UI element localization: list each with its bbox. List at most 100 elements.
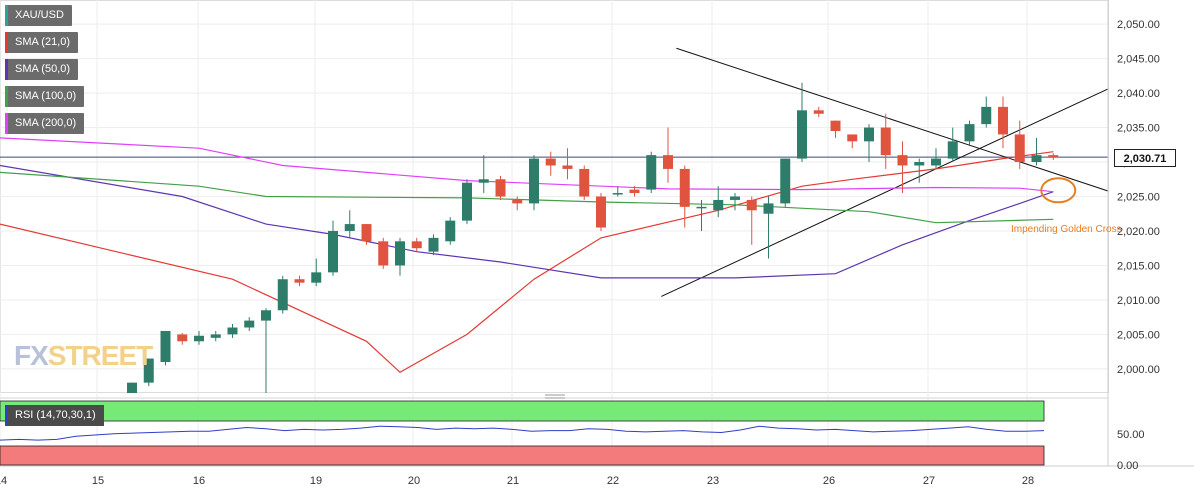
candle-body [596,196,606,228]
legend-sma50[interactable]: SMA (50,0) [5,59,79,80]
candle [596,193,606,231]
candle [981,96,992,128]
candle-body [696,206,707,209]
candle-body [713,199,724,211]
candle-body [311,272,322,283]
candle [612,186,623,197]
candle [143,358,154,387]
legend-swatch [5,32,8,53]
y-tick-label: 2,050.00 [1117,19,1160,31]
candle-body [847,134,858,142]
rsi-panel [0,400,1045,466]
candle-body [462,182,472,221]
candle [897,141,908,194]
candle-body [880,127,891,156]
candle [813,106,824,118]
y-tick-label: 2,015.00 [1117,260,1160,272]
descending-trendline [676,47,1109,192]
watermark-fx: FX [14,340,49,371]
candle-body [629,189,640,194]
candle-body [445,220,456,242]
x-tick-label: 19 [310,475,322,487]
candle [1014,120,1025,169]
rsi-label: RSI (14,70,30,1) [15,409,96,421]
candle [512,196,523,211]
candle-body [495,179,506,197]
x-tick-label: 26 [823,475,835,487]
candle [361,224,372,245]
candle-body [897,155,908,166]
candle [579,165,590,200]
candle [160,330,171,366]
candle [445,217,456,245]
candle [395,237,405,276]
candle-body [730,196,740,200]
y-tick-label: 2,005.00 [1117,329,1160,341]
candle-body [529,158,539,204]
candle [780,158,791,207]
candle-body [646,155,657,190]
candle-body [1031,155,1042,163]
x-tick-label: 20 [408,475,420,487]
rsi-oversold-zone [0,445,1045,466]
golden-cross-annotation: Impending Golden Cross [1011,224,1122,235]
legend-sma21[interactable]: SMA (21,0) [5,32,79,53]
x-tick-label: 21 [507,475,519,487]
candle [679,165,690,228]
candle-body [746,199,757,211]
candle-body [679,168,690,207]
rsi-line [0,425,1045,441]
candle [1031,137,1042,166]
candle-body [830,120,841,131]
candle [495,175,506,200]
candle [344,210,355,238]
x-tick-label: 14 [0,475,7,487]
candle [914,158,925,183]
candle-body [277,279,288,311]
candle-body [428,237,439,252]
candle-body [261,310,271,321]
current-price-tag: 2,030.71 [1114,149,1176,167]
legend-sma200[interactable]: SMA (200,0) [5,113,85,134]
legend-label: SMA (200,0) [15,117,77,129]
candle-body [478,179,489,183]
candle-body [294,279,305,283]
candle [847,134,858,149]
candle [931,148,941,169]
x-tick-label: 16 [193,475,205,487]
candle [998,96,1008,149]
fxstreet-watermark: FXSTREET [14,340,153,372]
candle-body [931,158,941,166]
candle [378,237,389,269]
candle-body [813,110,824,114]
candle-body [244,320,255,328]
candle-body [797,110,807,159]
x-tick-label: 15 [92,475,104,487]
rsi-tick-label: 50.00 [1117,429,1145,441]
y-tick-label: 2,045.00 [1117,54,1160,66]
candle [629,186,640,197]
candle-body [328,230,338,273]
legend-rsi[interactable]: RSI (14,70,30,1) [5,405,104,426]
candle-body [143,358,154,383]
candle-body [981,106,992,125]
y-tick-label: 2,010.00 [1117,295,1160,307]
legend-label: XAU/USD [15,9,64,21]
candle [713,186,724,218]
y-tick-label: 2,000.00 [1117,364,1160,376]
candle-body [1048,155,1059,158]
candle [545,151,556,176]
candle [462,179,472,225]
candle-body [1014,134,1025,163]
candle-body [194,335,204,342]
candle [864,124,874,163]
legend-sma100[interactable]: SMA (100,0) [5,86,85,107]
legend-swatch [5,405,8,426]
candle-body [864,127,874,142]
candle [696,199,707,231]
x-tick-label: 28 [1022,475,1034,487]
candle [562,148,573,180]
legend-xauusd[interactable]: XAU/USD [5,5,72,26]
